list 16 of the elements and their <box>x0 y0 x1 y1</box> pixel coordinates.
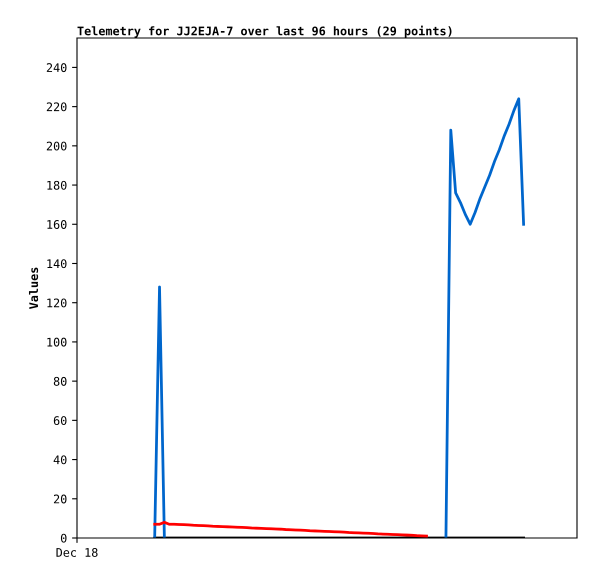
y-tick-label: 0 <box>60 534 67 543</box>
y-axis-title: Values <box>28 268 38 309</box>
y-tick-label: 100 <box>47 338 67 347</box>
y-tick-label: 80 <box>54 376 67 386</box>
y-tick-label: 140 <box>47 259 67 268</box>
y-tick-label: 200 <box>46 142 67 151</box>
y-tick-label: 120 <box>47 298 67 308</box>
y-tick-label: 160 <box>47 220 67 229</box>
y-tick-label: 180 <box>47 180 67 190</box>
y-tick-label: 40 <box>54 455 67 464</box>
y-tick-label: 240 <box>46 63 67 72</box>
y-tick-label: 220 <box>46 102 67 112</box>
x-tick-label: Dec 18 <box>56 548 98 557</box>
y-tick-label: 60 <box>54 416 67 426</box>
y-tick-label: 20 <box>54 494 67 504</box>
chart-title: Telemetry for JJ2EJA-7 over last 96 hours (29 points) <box>78 26 452 38</box>
